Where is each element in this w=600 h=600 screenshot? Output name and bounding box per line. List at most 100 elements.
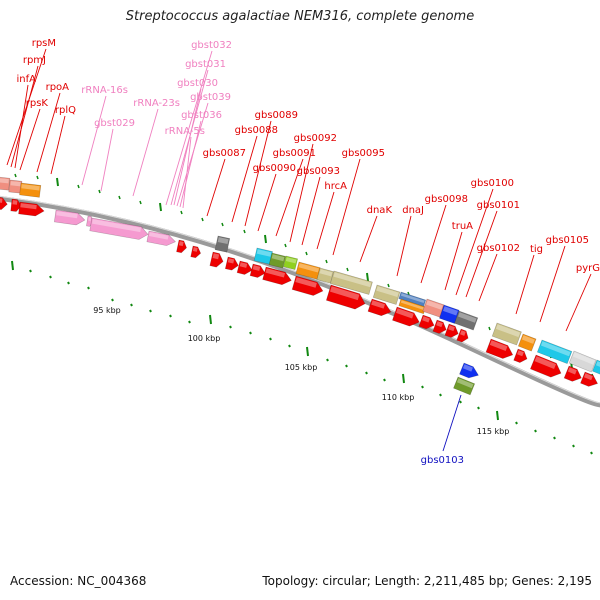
scale-tick — [402, 373, 405, 384]
scale-tick — [553, 436, 556, 440]
feature-block — [330, 270, 373, 295]
feature-block — [422, 298, 445, 318]
gene-labels: rpsM rpmJ infA rpsK rpoA rplQ rRNA-16s gbst029 r… — [17, 38, 600, 466]
scale-tick — [421, 385, 424, 389]
feature-block — [454, 310, 479, 331]
scale-labels: 95 kbp 100 kbp 105 kbp 110 kbp 115 kbp — [93, 306, 509, 436]
scale-tick — [515, 421, 518, 425]
gene-arrow — [190, 245, 202, 259]
scale-label: 95 kbp — [93, 306, 121, 315]
scale-tick — [149, 309, 152, 313]
leader-line-gbs0089 — [244, 120, 272, 227]
tick-mark — [139, 200, 142, 205]
scale-tick — [229, 325, 232, 329]
tick-mark — [264, 234, 267, 244]
feature-block — [282, 255, 299, 270]
scale-tick — [188, 320, 191, 324]
gene-arrow — [392, 306, 420, 327]
leader-line-gbst030 — [173, 88, 202, 206]
gene-label-hrcA: hrcA — [324, 181, 347, 192]
leader-line-dnaJ — [396, 215, 412, 277]
scale-tick — [326, 358, 329, 362]
gene-label-gbs0092: gbs0092 — [294, 133, 337, 144]
gene-label-gbst032: gbst032 — [191, 40, 232, 51]
scale-tick — [345, 364, 348, 368]
gene-label-tig: tig — [530, 244, 543, 255]
leader-line-pyrG — [565, 273, 592, 332]
tick-mark — [346, 267, 349, 272]
gene-label-gbst031: gbst031 — [185, 59, 226, 70]
tick-mark — [77, 184, 80, 189]
feature-block — [453, 376, 476, 396]
gene-arrow — [224, 256, 239, 271]
gene-label-gbs0093: gbs0093 — [297, 166, 340, 177]
scale-tick — [209, 314, 212, 325]
scale-tick — [169, 314, 172, 318]
gene-arrow — [485, 338, 514, 359]
leader-line-gbs0100 — [455, 188, 494, 296]
scale-label: 110 kbp — [382, 393, 415, 402]
gene-label-rRNA-16s: rRNA-16s — [81, 85, 128, 96]
scale-label: 105 kbp — [285, 363, 318, 372]
tick-mark — [366, 272, 369, 282]
gene-label-truA: truA — [452, 221, 473, 232]
gene-label-gbs0095: gbs0095 — [342, 148, 385, 159]
scale-tick — [590, 451, 593, 455]
gene-label-gbs0098: gbs0098 — [425, 194, 468, 205]
gene-arrow — [209, 251, 224, 268]
tick-mark — [407, 291, 410, 296]
tick-mark — [56, 177, 59, 187]
label-leader-lines — [6, 48, 592, 452]
feature-block — [491, 322, 522, 346]
leader-line-gbs0092 — [289, 143, 314, 243]
gene-label-rpsK: rpsK — [26, 98, 49, 109]
tick-mark — [221, 222, 224, 227]
scale-tick — [572, 444, 575, 448]
gene-arrow — [262, 266, 292, 286]
gene-arrow — [249, 263, 266, 278]
feature-block — [592, 359, 600, 376]
gene-label-gbs0089: gbs0089 — [255, 110, 298, 121]
gene-label-gbs0088: gbs0088 — [235, 125, 278, 136]
gene-label-pyrG: pyrG — [576, 263, 600, 274]
gene-arrow — [325, 284, 366, 310]
scale-tick — [383, 378, 386, 382]
scale-label: 115 kbp — [477, 427, 510, 436]
tick-mark — [98, 189, 101, 194]
leader-line-infA — [14, 84, 29, 169]
gene-label-gbst030: gbst030 — [177, 78, 218, 89]
feature-block — [214, 235, 231, 253]
gene-arrow — [456, 328, 469, 343]
gene-arrow — [580, 371, 599, 387]
scale-label: 100 kbp — [188, 334, 221, 343]
scale-tick — [439, 393, 442, 397]
gene-arrow — [0, 196, 8, 210]
scale-tick — [249, 331, 252, 335]
leader-line-rpsK — [19, 108, 41, 171]
rna-arrow — [53, 209, 86, 226]
tick-mark — [118, 195, 121, 200]
tick-mark — [243, 229, 246, 234]
gene-label-gbst039: gbst039 — [190, 92, 231, 103]
leader-line-tig — [515, 254, 535, 315]
gene-arrow — [563, 365, 582, 382]
feature-block — [8, 179, 23, 194]
leader-line-rplQ — [50, 115, 66, 175]
tick-mark — [284, 243, 287, 248]
gene-label-gbs0090: gbs0090 — [253, 163, 296, 174]
scale-tick — [130, 303, 133, 307]
gene-label-dnaJ: dnaJ — [402, 205, 424, 216]
gene-label-gbs0087: gbs0087 — [203, 148, 246, 159]
gene-arrow — [18, 201, 45, 217]
gene-arrow — [236, 260, 253, 275]
gene-arrow — [444, 323, 459, 338]
scale-tick — [288, 344, 291, 348]
gene-arrow — [432, 319, 447, 334]
gene-label-rplQ: rplQ — [55, 105, 76, 116]
tick-mark — [305, 251, 308, 256]
leader-line-rpmJ — [10, 65, 39, 168]
leader-line-hrcA — [316, 191, 335, 250]
feature-block — [268, 252, 286, 269]
feature-block — [536, 339, 573, 364]
leader-line-truA — [444, 231, 463, 291]
